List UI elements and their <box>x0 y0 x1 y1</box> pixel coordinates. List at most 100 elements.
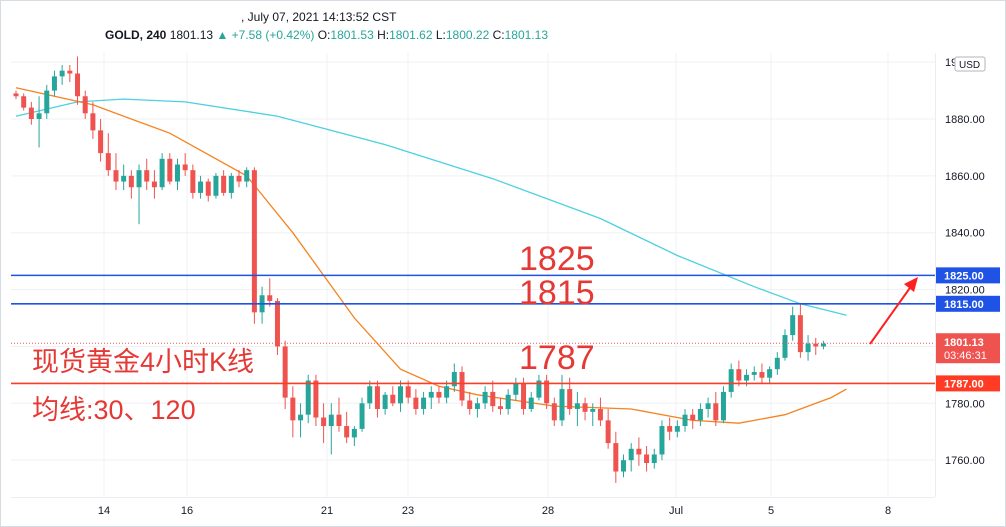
candle-body <box>744 374 750 381</box>
candle-body <box>221 175 227 193</box>
candle-body <box>636 448 642 455</box>
candle-body <box>482 391 488 404</box>
candle-body <box>697 408 703 421</box>
candle-body <box>59 70 65 77</box>
candle-body <box>344 426 350 438</box>
price-axis[interactable]: 19 1880.00 1860.00 1840.00 1820.00 1780.00 176… <box>935 53 1005 497</box>
candle-body <box>428 391 434 398</box>
candle-body <box>444 386 450 398</box>
candle-body <box>298 414 304 421</box>
candle-body <box>513 383 519 395</box>
candle-body <box>813 343 819 347</box>
currency-badge <box>954 56 986 72</box>
candle-body <box>459 372 465 401</box>
high-label: H: <box>377 28 390 42</box>
price-tick: 1820.00 <box>945 285 985 297</box>
candles <box>13 56 826 483</box>
candle-body <box>690 414 696 421</box>
price-badge <box>936 333 1000 364</box>
candle-body <box>105 153 111 171</box>
price-change: ▲ +7.58 (+0.42%) <box>216 28 315 42</box>
close-value: 1801.13 <box>504 28 548 42</box>
candle-body <box>205 181 211 196</box>
candle-body <box>605 420 611 444</box>
price-badge-countdown: 03:46:31 <box>944 350 987 362</box>
close-label: C: <box>492 28 505 42</box>
candle-body <box>374 386 380 409</box>
ma30-line <box>15 87 847 424</box>
ma120-line <box>15 98 847 316</box>
candle-body <box>244 170 250 182</box>
candle-body <box>536 380 542 398</box>
header-ohlc: GOLD, 240 1801.13 ▲ +7.58 (+0.42%) O:180… <box>105 28 548 42</box>
level-badge-1815 <box>936 295 1000 312</box>
candle-body <box>421 397 427 409</box>
price-badge-value: 1801.13 <box>944 337 984 349</box>
candle-body <box>567 389 573 409</box>
candle-body <box>751 372 757 375</box>
time-tick: 8 <box>885 505 891 517</box>
level-badge-text-1787: 1787.00 <box>944 378 984 390</box>
level-badge-text-1815: 1815.00 <box>944 299 984 311</box>
candle-body <box>21 96 27 108</box>
candle-body <box>497 406 503 409</box>
candle-body <box>582 403 588 412</box>
open-value: 1801.53 <box>330 28 374 42</box>
candle-body <box>228 175 234 193</box>
last-price: 1801.13 <box>169 28 214 42</box>
candle-body <box>213 175 219 196</box>
candle-body <box>13 93 19 97</box>
candle-body <box>28 107 34 119</box>
candle-body <box>713 403 719 421</box>
candle-body <box>651 454 657 464</box>
level-badge-1825 <box>936 267 1000 284</box>
candle-body <box>359 403 365 429</box>
candle-body <box>782 335 788 358</box>
candle-body <box>728 369 734 392</box>
candle-body <box>75 73 81 97</box>
candle-body <box>113 170 119 182</box>
low-value: 1800.22 <box>445 28 490 42</box>
candle-body <box>413 397 419 409</box>
time-axis[interactable]: 14 16 21 23 28 Jul 5 8 <box>11 497 935 525</box>
level-badge-text-1825: 1825.00 <box>944 270 984 282</box>
candle-body <box>759 372 765 378</box>
candle-body <box>251 170 257 313</box>
candle-body <box>736 369 742 381</box>
time-tick: 28 <box>542 505 554 517</box>
candle-body <box>528 397 534 409</box>
candle-body <box>551 403 557 421</box>
price-tick: 1780.00 <box>945 398 985 410</box>
moving-averages <box>15 87 847 424</box>
time-tick: 16 <box>181 505 193 517</box>
candle-body <box>328 414 334 427</box>
candle-body <box>559 389 565 421</box>
candle-body <box>597 408 603 421</box>
candle-body <box>805 343 811 353</box>
candle-body <box>144 170 150 182</box>
candle-body <box>467 400 473 409</box>
candle-body <box>774 357 780 370</box>
time-tick: 21 <box>321 505 333 517</box>
candle-body <box>51 76 57 91</box>
candle-body <box>720 391 726 421</box>
candle-body <box>198 181 204 193</box>
candle-body <box>705 403 711 409</box>
candle-body <box>451 372 457 387</box>
candle-body <box>282 346 288 398</box>
candle-body <box>367 386 373 404</box>
candle-body <box>590 408 596 412</box>
candle-body <box>305 380 311 415</box>
candle-body <box>521 383 527 409</box>
arrow-shaft <box>869 284 913 345</box>
arrow-head <box>904 277 918 292</box>
price-tick: 19 <box>945 57 957 69</box>
candle-body <box>659 426 665 455</box>
symbol-label[interactable]: GOLD, 240 <box>105 28 167 42</box>
candle-body <box>667 426 673 432</box>
candle-body <box>151 181 157 188</box>
candle-body <box>321 417 327 427</box>
candle-body <box>267 295 273 301</box>
